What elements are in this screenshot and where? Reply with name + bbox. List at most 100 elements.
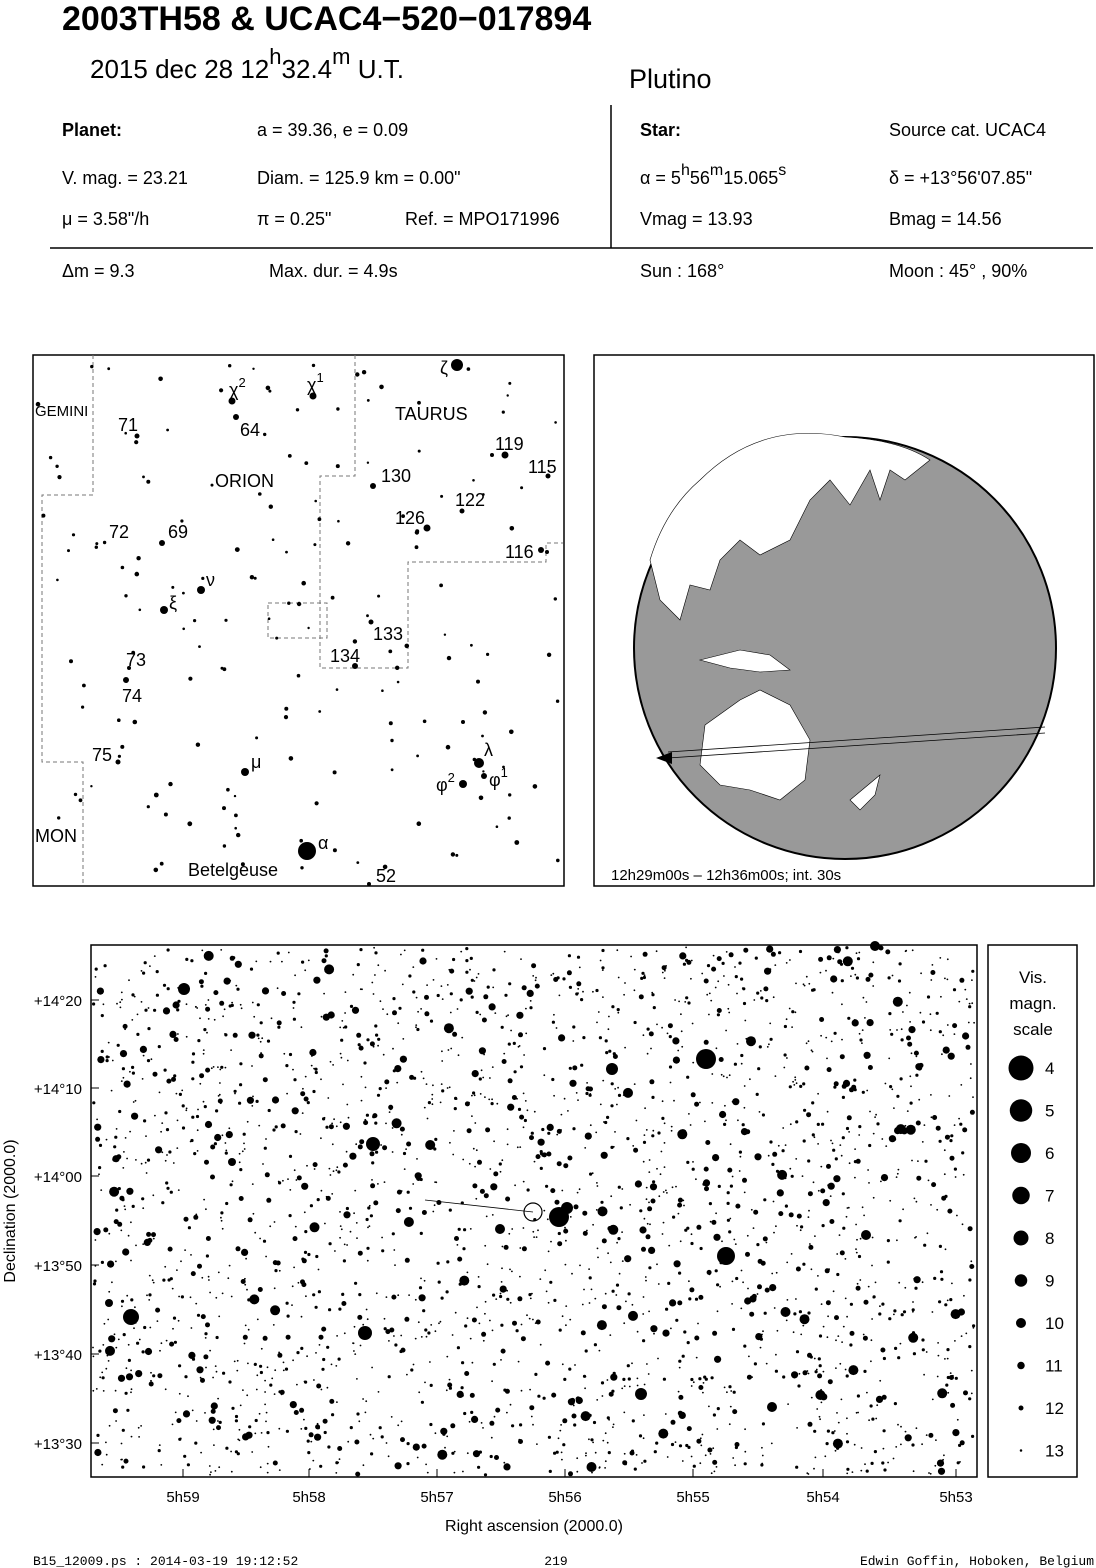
star — [157, 1373, 163, 1379]
star — [385, 1296, 388, 1298]
star — [616, 949, 619, 952]
star — [539, 1166, 543, 1170]
star — [728, 1230, 732, 1234]
star — [257, 1287, 263, 1292]
star — [129, 1130, 132, 1133]
star — [314, 1067, 318, 1071]
star — [432, 979, 435, 981]
star — [164, 1388, 167, 1391]
star — [617, 1086, 619, 1089]
star — [558, 1328, 562, 1332]
star — [616, 1241, 618, 1244]
star — [363, 1120, 369, 1126]
star — [205, 1067, 211, 1073]
star — [548, 1469, 552, 1473]
star — [590, 1288, 593, 1291]
star — [420, 1008, 422, 1010]
star — [470, 995, 474, 999]
star — [592, 1223, 594, 1226]
star — [783, 1066, 786, 1069]
star — [177, 999, 181, 1003]
star — [783, 1024, 788, 1029]
star — [259, 1466, 262, 1469]
star — [209, 1291, 212, 1294]
star — [635, 1119, 638, 1122]
star — [669, 1299, 677, 1307]
star — [102, 1390, 105, 1392]
star — [699, 1101, 701, 1104]
star — [652, 1180, 656, 1184]
star — [140, 1162, 143, 1165]
star — [416, 1158, 418, 1160]
star — [429, 1383, 433, 1387]
finder-label: 122 — [455, 490, 485, 510]
star — [763, 1198, 767, 1202]
star — [505, 1196, 511, 1202]
star — [679, 1240, 682, 1243]
star — [342, 1259, 346, 1263]
star — [546, 652, 552, 657]
legend-label: 6 — [1045, 1144, 1054, 1163]
star — [547, 1301, 550, 1304]
star — [122, 1248, 130, 1256]
star — [287, 1178, 289, 1180]
star — [95, 542, 99, 546]
star — [110, 1089, 113, 1092]
star — [330, 595, 335, 600]
star — [598, 1036, 603, 1040]
star — [575, 1396, 583, 1405]
star — [802, 983, 805, 986]
star — [98, 1173, 100, 1176]
star — [191, 1060, 195, 1064]
star — [793, 1376, 796, 1379]
star — [205, 1322, 210, 1328]
star — [484, 1300, 487, 1303]
star — [962, 1032, 970, 1040]
star — [469, 1337, 472, 1340]
star — [600, 1200, 604, 1204]
star — [123, 677, 129, 683]
star — [417, 1010, 419, 1013]
star — [140, 970, 143, 972]
star — [178, 983, 190, 995]
star — [788, 1212, 794, 1218]
star — [292, 1007, 295, 1009]
star — [703, 1039, 709, 1045]
star — [783, 1053, 787, 1057]
star — [384, 1079, 390, 1085]
star — [965, 1332, 968, 1335]
star — [203, 1354, 209, 1360]
star — [228, 397, 236, 405]
star — [612, 1371, 616, 1375]
star — [201, 576, 205, 581]
star — [388, 1104, 394, 1110]
star — [802, 1370, 808, 1376]
star — [606, 1416, 610, 1420]
star — [770, 1442, 773, 1445]
star — [434, 1181, 436, 1183]
star — [511, 1095, 517, 1100]
star — [584, 1132, 592, 1140]
star — [627, 1377, 631, 1381]
star — [465, 947, 469, 951]
star — [357, 1043, 361, 1047]
star — [879, 1305, 881, 1308]
star — [475, 1010, 479, 1015]
star — [230, 1450, 233, 1453]
star — [212, 1376, 215, 1379]
star — [938, 1244, 943, 1248]
star — [158, 1444, 161, 1446]
star — [230, 1295, 233, 1298]
star — [589, 1172, 593, 1176]
star — [503, 1463, 511, 1471]
star — [524, 1100, 527, 1102]
star — [761, 1422, 766, 1426]
star — [93, 1228, 101, 1236]
star — [198, 645, 201, 648]
star — [421, 948, 425, 952]
star — [971, 1434, 975, 1438]
star — [133, 995, 136, 998]
star — [563, 1163, 569, 1169]
star — [205, 1236, 211, 1241]
star — [166, 1186, 170, 1190]
